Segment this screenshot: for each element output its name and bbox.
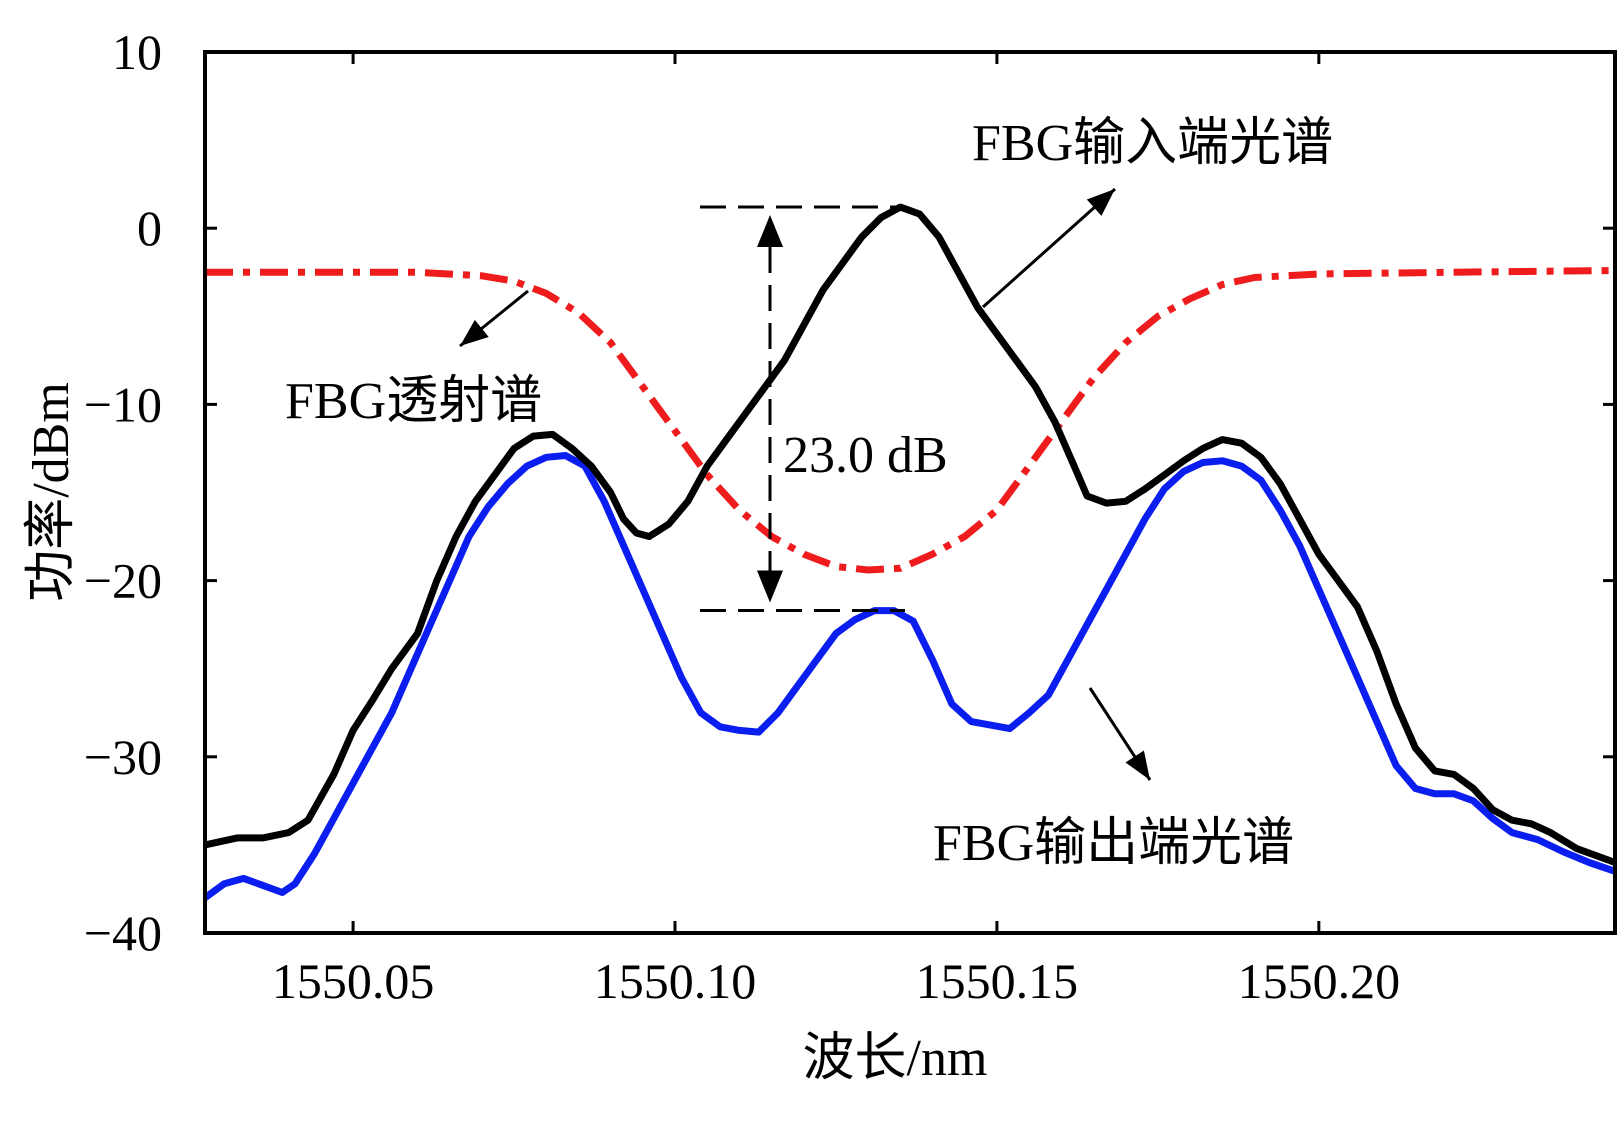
input-spectrum-arrow: [982, 187, 1116, 309]
plot-frame: [203, 50, 1617, 935]
transmission-spectrum-arrow: [459, 289, 529, 348]
transmission-spectrum-line: [205, 267, 1616, 574]
x-axis-label: 波长/nm: [803, 1030, 988, 1087]
y-tick-label: 10: [112, 24, 162, 80]
y-tick-label: −40: [84, 905, 162, 961]
y-axis-label: 功率/dBm: [23, 382, 80, 602]
annotation-layer: FBG输入端光谱 FBG透射谱 FBG输出端光谱 23.0 dB: [285, 115, 1333, 872]
y-tick-label: −10: [84, 376, 162, 432]
x-tick-label: 1550.05: [272, 953, 435, 1009]
transmission-spectrum-label: FBG透射谱: [285, 373, 542, 430]
axes-group: 1550.05 1550.10 1550.15 1550.20 10 0 −10 −20 −30…: [84, 24, 1615, 1009]
x-tick-label: 1550.15: [916, 953, 1079, 1009]
input-spectrum-label: FBG输入端光谱: [972, 115, 1333, 172]
difference-value-label: 23.0 dB: [783, 427, 948, 484]
output-spectrum-line: [202, 452, 1617, 901]
output-spectrum-arrow: [1088, 687, 1152, 781]
y-tick-label: −20: [84, 553, 162, 609]
y-tick-label: 0: [137, 200, 162, 256]
input-spectrum-line: [204, 203, 1617, 866]
difference-arrow-down: [757, 570, 783, 603]
x-tick-label: 1550.20: [1238, 953, 1401, 1009]
output-spectrum-label: FBG输出端光谱: [933, 815, 1294, 872]
y-tick-label: −30: [84, 729, 162, 785]
difference-arrow-up: [757, 215, 783, 248]
x-tick-label: 1550.10: [594, 953, 757, 1009]
series-layer: [202, 203, 1617, 901]
